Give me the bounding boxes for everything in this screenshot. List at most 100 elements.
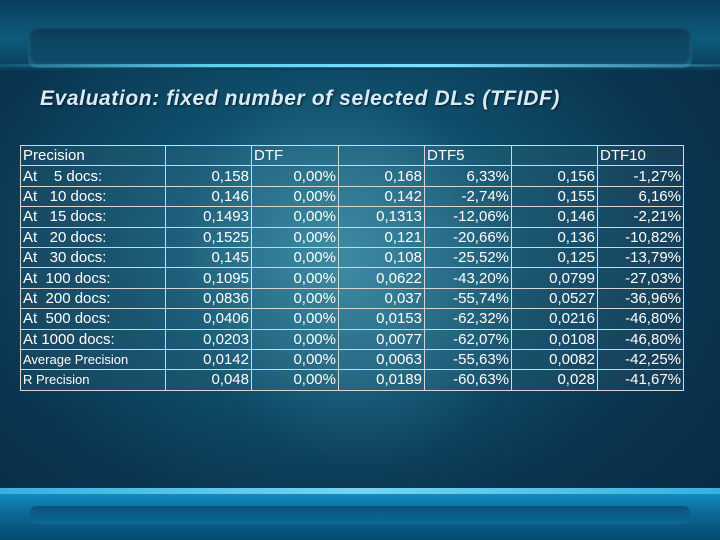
- header-spacer: [165, 144, 252, 167]
- dtf5-change: -62,32%: [424, 308, 512, 330]
- bottom-banner-inner: [30, 506, 690, 524]
- dtf5-change: -62,07%: [424, 328, 512, 350]
- dtf5-change: -55,74%: [424, 287, 512, 310]
- dtf10-change: -2,21%: [597, 206, 684, 228]
- dtf10-value: 0,0799: [511, 267, 598, 289]
- results-table: Precision DTF DTF5 DTF10 At 5 docs: 0,158…: [20, 144, 684, 391]
- dtf10-value: 0,0527: [511, 287, 598, 310]
- row-label: At 500 docs:: [20, 308, 166, 330]
- dtf5-value: 0,0153: [338, 308, 425, 330]
- dtf5-value: 0,168: [338, 165, 425, 187]
- dtf-value: 0,048: [165, 369, 252, 391]
- dtf5-value: 0,0077: [338, 328, 425, 350]
- dtf-change: 0,00%: [251, 348, 339, 371]
- dtf5-change: 6,33%: [424, 165, 512, 187]
- dtf-change: 0,00%: [251, 308, 339, 330]
- top-banner-glow: [28, 28, 692, 68]
- dtf-value: 0,0142: [165, 348, 252, 371]
- dtf-change: 0,00%: [251, 328, 339, 350]
- table-row: At 100 docs: 0,1095 0,00% 0,0622 -43,20% 0,07…: [20, 267, 684, 289]
- row-label: At 20 docs:: [20, 226, 166, 248]
- row-label: At 200 docs:: [20, 287, 166, 310]
- table-header-row: Precision DTF DTF5 DTF10: [20, 144, 684, 167]
- dtf5-value: 0,0063: [338, 348, 425, 371]
- dtf5-value: 0,121: [338, 226, 425, 248]
- dtf10-change: -41,67%: [597, 369, 684, 391]
- dtf10-change: -46,80%: [597, 308, 684, 330]
- table-row: At 200 docs: 0,0836 0,00% 0,037 -55,74% 0,052…: [20, 287, 684, 310]
- row-label: At 10 docs:: [20, 185, 166, 208]
- dtf10-value: 0,0108: [511, 328, 598, 350]
- dtf-change: 0,00%: [251, 185, 339, 208]
- row-label: At 30 docs:: [20, 246, 166, 269]
- row-label: Average Precision: [20, 348, 166, 371]
- dtf10-value: 0,028: [511, 369, 598, 391]
- dtf10-value: 0,0082: [511, 348, 598, 371]
- dtf10-change: -10,82%: [597, 226, 684, 248]
- dtf5-change: -55,63%: [424, 348, 512, 371]
- dtf5-change: -20,66%: [424, 226, 512, 248]
- dtf-value: 0,0406: [165, 308, 252, 330]
- table-row: At 10 docs: 0,146 0,00% 0,142 -2,74% 0,155 6,1…: [20, 185, 684, 208]
- dtf-change: 0,00%: [251, 267, 339, 289]
- table-row: At 1000 docs: 0,0203 0,00% 0,0077 -62,07% 0,0…: [20, 328, 684, 350]
- table-row: At 30 docs: 0,145 0,00% 0,108 -25,52% 0,125 -1…: [20, 246, 684, 269]
- dtf-value: 0,1095: [165, 267, 252, 289]
- dtf10-value: 0,0216: [511, 308, 598, 330]
- top-divider-line: [0, 64, 720, 67]
- dtf10-change: -1,27%: [597, 165, 684, 187]
- dtf10-value: 0,155: [511, 185, 598, 208]
- dtf10-change: -13,79%: [597, 246, 684, 269]
- dtf10-change: -42,25%: [597, 348, 684, 371]
- dtf5-value: 0,142: [338, 185, 425, 208]
- dtf10-change: -36,96%: [597, 287, 684, 310]
- dtf5-change: -43,20%: [424, 267, 512, 289]
- row-label: At 5 docs:: [20, 165, 166, 187]
- table-row: At 15 docs: 0,1493 0,00% 0,1313 -12,06% 0,146…: [20, 206, 684, 228]
- dtf10-change: -27,03%: [597, 267, 684, 289]
- dtf-value: 0,1493: [165, 206, 252, 228]
- table-row: At 500 docs: 0,0406 0,00% 0,0153 -62,32% 0,02…: [20, 308, 684, 330]
- dtf10-change: -46,80%: [597, 328, 684, 350]
- dtf5-value: 0,0622: [338, 267, 425, 289]
- dtf10-value: 0,146: [511, 206, 598, 228]
- dtf5-change: -60,63%: [424, 369, 512, 391]
- dtf-change: 0,00%: [251, 246, 339, 269]
- header-dtf: DTF: [251, 144, 339, 167]
- header-dtf5: DTF5: [424, 144, 512, 167]
- dtf-value: 0,145: [165, 246, 252, 269]
- header-dtf10: DTF10: [597, 144, 684, 167]
- dtf5-change: -12,06%: [424, 206, 512, 228]
- dtf10-value: 0,156: [511, 165, 598, 187]
- dtf5-value: 0,0189: [338, 369, 425, 391]
- header-spacer: [338, 144, 425, 167]
- row-label: At 100 docs:: [20, 267, 166, 289]
- dtf5-value: 0,1313: [338, 206, 425, 228]
- dtf5-value: 0,108: [338, 246, 425, 269]
- dtf10-value: 0,136: [511, 226, 598, 248]
- dtf-value: 0,158: [165, 165, 252, 187]
- header-spacer: [511, 144, 598, 167]
- dtf-value: 0,1525: [165, 226, 252, 248]
- slide-title: Evaluation: fixed number of selected DLs…: [40, 87, 561, 110]
- dtf-value: 0,0836: [165, 287, 252, 310]
- row-label: At 15 docs:: [20, 206, 166, 228]
- table-row: Average Precision 0,0142 0,00% 0,0063 -55,63…: [20, 348, 684, 371]
- dtf-value: 0,0203: [165, 328, 252, 350]
- bottom-banner-highlight: [0, 488, 720, 494]
- dtf10-change: 6,16%: [597, 185, 684, 208]
- dtf-change: 0,00%: [251, 206, 339, 228]
- dtf-change: 0,00%: [251, 287, 339, 310]
- row-label: R Precision: [20, 369, 166, 391]
- table-row: R Precision 0,048 0,00% 0,0189 -60,63% 0,028-…: [20, 369, 684, 391]
- dtf-change: 0,00%: [251, 369, 339, 391]
- dtf5-change: -2,74%: [424, 185, 512, 208]
- table-row: At 20 docs: 0,1525 0,00% 0,121 -20,66% 0,136-…: [20, 226, 684, 248]
- table-row: At 5 docs: 0,158 0,00% 0,168 6,33% 0,156 -1,27…: [20, 165, 684, 187]
- dtf5-value: 0,037: [338, 287, 425, 310]
- dtf10-value: 0,125: [511, 246, 598, 269]
- dtf-change: 0,00%: [251, 226, 339, 248]
- dtf5-change: -25,52%: [424, 246, 512, 269]
- dtf-value: 0,146: [165, 185, 252, 208]
- header-precision: Precision: [20, 144, 166, 167]
